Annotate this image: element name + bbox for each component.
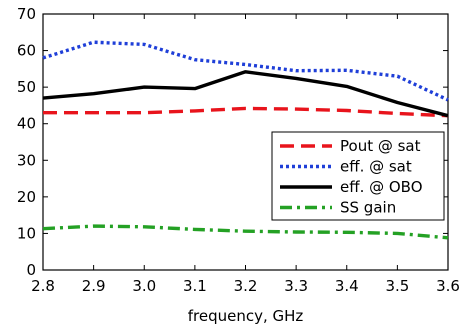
x-tick-label: 3.4	[335, 277, 359, 295]
y-tick-label: 50	[17, 78, 36, 96]
x-tick-label: 3.0	[132, 277, 156, 295]
y-tick-label: 10	[17, 224, 36, 242]
y-tick-label: 30	[17, 151, 36, 169]
series-line-3	[42, 70, 449, 118]
legend: Pout @ sat eff. @ sat eff. @ OBO SS gain	[271, 131, 445, 221]
x-tick-label: 3.1	[183, 277, 207, 295]
y-tick-label: 40	[17, 115, 36, 133]
x-tick-label: 3.5	[385, 277, 409, 295]
axes-layer: 2.8 2.9 3.0 3.1 3.2 3.3 3.4 3.5 3.6 0 10 20 30 40 50 60…	[17, 5, 460, 295]
legend-entry: eff. @ OBO	[340, 178, 423, 196]
y-tick-label: 20	[17, 188, 36, 206]
series-line-1	[43, 106, 449, 118]
legend-entry: Pout @ sat	[340, 137, 421, 155]
legend-entry: SS gain	[340, 199, 396, 217]
x-axis-label: frequency, GHz	[188, 307, 304, 325]
legend-box	[271, 131, 445, 221]
x-tick-label: 2.8	[31, 277, 55, 295]
series-layer	[42, 40, 449, 240]
y-tick-label: 60	[17, 42, 36, 60]
x-tick-label: 3.6	[436, 277, 460, 295]
y-tick-label: 70	[17, 5, 36, 23]
x-tick-label: 3.3	[284, 277, 308, 295]
x-tick-label: 3.2	[234, 277, 258, 295]
series-line-2	[42, 40, 449, 102]
legend-entry: eff. @ sat	[340, 158, 412, 176]
series-line-4	[42, 224, 449, 240]
x-tick-label: 2.9	[82, 277, 106, 295]
y-tick-label: 0	[26, 261, 36, 279]
